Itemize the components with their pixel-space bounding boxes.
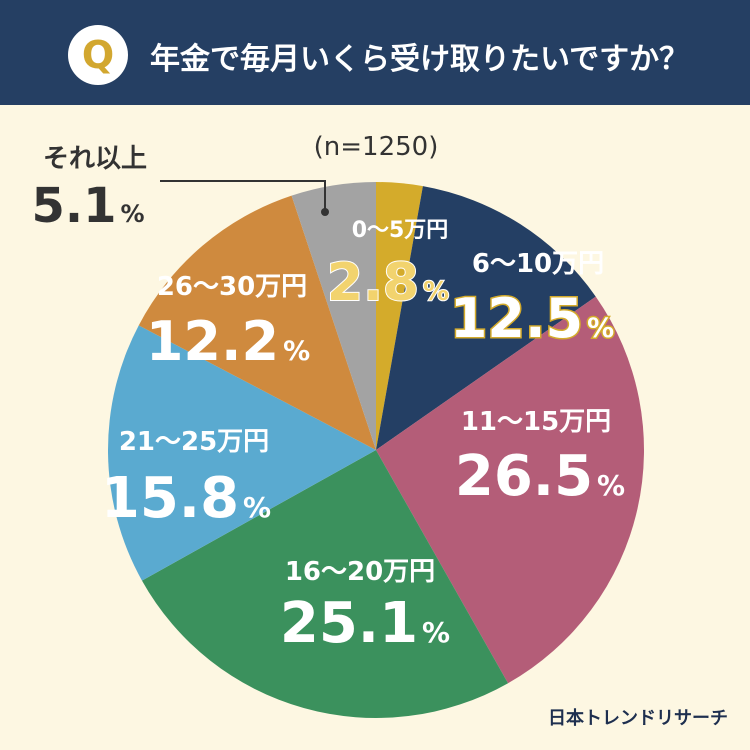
value-label: 26.5% <box>455 444 625 509</box>
pie-slice-6-10 <box>376 186 596 450</box>
question-text: 年金で毎月いくら受け取りたいですか？ <box>150 42 690 77</box>
value-label: 12.2% <box>146 310 310 373</box>
q-badge: Q <box>68 25 128 85</box>
value-label: 2.8% <box>327 253 449 313</box>
pie-slice-16-20 <box>141 450 509 718</box>
value-label: 5.1% <box>31 178 144 234</box>
pie-labels: 0～5万円 2.8 % 6～10万円 12.5 % 11～15万円 26.5 % 16～20万円 2… <box>31 144 625 656</box>
pie-slice-21-25 <box>108 325 376 581</box>
category-label: 26～30万円 <box>157 272 307 302</box>
q-badge-letter: Q <box>81 33 115 77</box>
pie-slices <box>108 182 645 718</box>
leader-dot <box>321 208 329 216</box>
pie-slice-0-5 <box>376 182 423 450</box>
category-label: 6～10万円 <box>472 249 604 279</box>
brand-logo: 日本トレンドリサーチ <box>548 708 728 729</box>
pie-slice-11-15 <box>376 296 645 684</box>
leader-line <box>160 180 326 210</box>
category-label: 0～5万円 <box>352 218 449 243</box>
value-label: 15.8% <box>101 466 271 531</box>
sample-size-label: (n=1250) <box>314 132 439 162</box>
category-label: それ以上 <box>43 144 147 174</box>
pie-slice-other <box>291 182 376 450</box>
category-label: 11～15万円 <box>461 407 611 437</box>
category-label: 16～20万円 <box>285 557 435 587</box>
value-label: 12.5% <box>450 287 614 350</box>
category-label: 21～25万円 <box>119 427 269 457</box>
pie-slice-26-30 <box>138 195 376 450</box>
question-header: Q 年金で毎月いくら受け取りたいですか？ <box>0 0 750 105</box>
value-label: 25.1% <box>280 591 450 656</box>
